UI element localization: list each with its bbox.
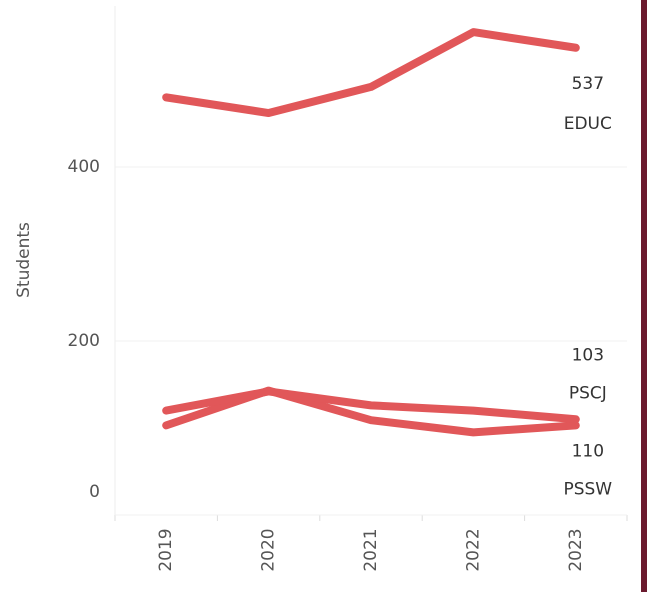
series-line (162, 386, 580, 437)
y-tick-label: 400 (68, 157, 100, 177)
value-label: 103 (572, 345, 604, 365)
series-label: PSSW (563, 479, 612, 499)
x-tick-label: 2023 (566, 528, 586, 571)
series-line (162, 387, 580, 424)
series-label: PSCJ (569, 383, 607, 403)
series-line (162, 28, 580, 118)
x-tick-label: 2019 (156, 528, 176, 571)
series-label: EDUC (564, 114, 612, 134)
x-tick-label: 2022 (463, 528, 483, 571)
value-label: 537 (572, 74, 604, 94)
y-axis-label: Students (14, 222, 34, 298)
value-label: 110 (572, 441, 604, 461)
x-tick-label: 2020 (259, 528, 279, 571)
y-tick-label: 0 (89, 482, 100, 502)
y-tick-label: 200 (68, 331, 100, 351)
side-border (641, 0, 647, 592)
x-tick-label: 2021 (361, 528, 381, 571)
